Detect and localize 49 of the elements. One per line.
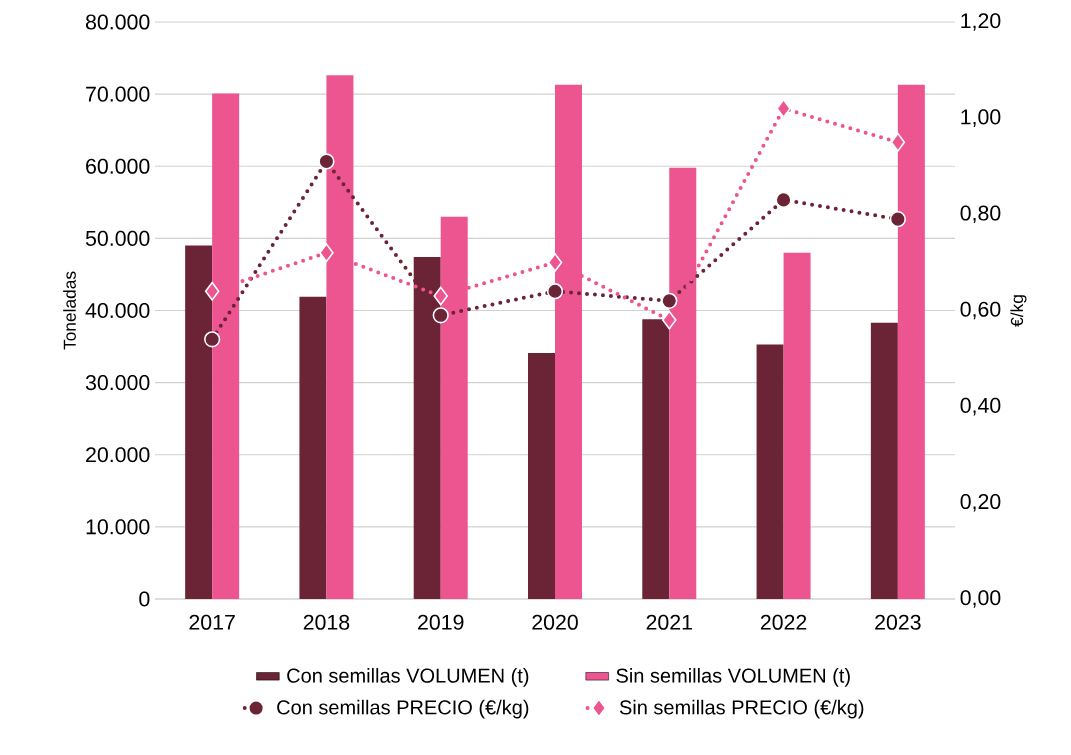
legend-label: Con semillas VOLUMEN (t) <box>287 668 529 687</box>
x-tick-label: 2021 <box>646 614 692 630</box>
y2-tick-label: 0,00 <box>960 590 1001 608</box>
y-tick-label: 20.000 <box>86 447 150 463</box>
y2-axis-title: €/kg <box>1010 295 1027 327</box>
bar <box>528 353 555 599</box>
y2-tick-label: 0,80 <box>960 205 1001 224</box>
y2-tick-label: 0,20 <box>960 494 1001 512</box>
point <box>890 132 906 152</box>
y2-tick-label: 0,40 <box>960 397 1001 416</box>
legend-label: Sin semillas PRECIO (€/kg) <box>619 699 864 719</box>
point <box>547 252 563 272</box>
y-tick-label: 50.000 <box>85 230 150 246</box>
bar <box>870 322 898 599</box>
y2-tick-label: 1,20 <box>961 13 1001 31</box>
y-axis-title: Toneladas <box>63 271 76 350</box>
bar <box>299 296 327 599</box>
y-tick-label: 40.000 <box>85 302 150 319</box>
x-tick-label: 2020 <box>532 614 578 630</box>
y-tick-label: 0 <box>139 591 150 607</box>
point <box>776 99 791 118</box>
point <box>661 310 677 330</box>
x-tick-label: 2018 <box>303 614 350 630</box>
legend-label: Con semillas PRECIO (€/kg) <box>277 699 529 719</box>
y-tick-label: 70.000 <box>86 86 150 102</box>
point <box>204 331 221 348</box>
x-tick-label: 2022 <box>760 614 807 630</box>
x-tick-label: 2023 <box>875 614 921 630</box>
point <box>889 210 906 228</box>
y-tick-label: 60.000 <box>86 158 150 174</box>
point <box>661 292 678 309</box>
point <box>319 243 334 263</box>
y-tick-label: 10.000 <box>86 519 150 535</box>
point <box>204 281 220 301</box>
y-tick-label: 80.000 <box>85 14 150 30</box>
point <box>432 307 449 324</box>
bar <box>783 252 811 599</box>
y-tick-label: 30.000 <box>85 375 150 391</box>
x-tick-label: 2019 <box>418 614 464 630</box>
point <box>546 283 564 300</box>
point <box>318 153 335 170</box>
legend-label: Sin semillas VOLUMEN (t) <box>616 668 850 687</box>
bar <box>756 344 784 599</box>
point <box>433 286 449 306</box>
y2-tick-label: 0,60 <box>960 301 1001 320</box>
point <box>775 191 792 209</box>
x-tick-label: 2017 <box>189 614 235 630</box>
bar <box>642 319 670 599</box>
y2-tick-label: 1,00 <box>961 109 1001 127</box>
